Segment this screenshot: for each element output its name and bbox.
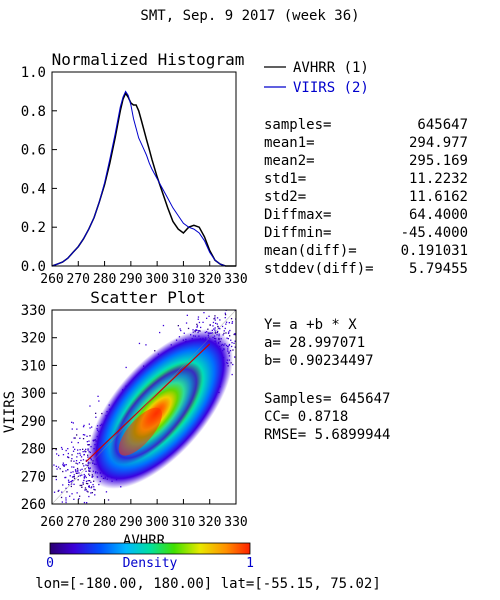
scatter-x-tick-label: 320: [198, 515, 221, 530]
scatter-ylabel: VIIRS: [2, 391, 18, 433]
histogram-x-tick-label: 280: [93, 272, 116, 287]
density-colorbar: 0 Density 1: [46, 542, 254, 571]
stat-key: mean(diff)=: [264, 243, 357, 259]
stat-value: 295.169: [409, 153, 468, 169]
scatter-y-tick-label: 280: [21, 442, 46, 458]
regression-rmse: RMSE= 5.6899944: [264, 427, 390, 443]
scatter-x-tick-label: 290: [119, 515, 142, 530]
stat-key: stddev(diff)=: [264, 261, 374, 277]
scatter-x-tick-label: 270: [67, 515, 90, 530]
stat-key: mean2=: [264, 153, 315, 169]
colorbar-label: Density: [123, 556, 178, 571]
histogram-chart: Normalized Histogram 260 270 280 290 300 310 3…: [21, 50, 248, 287]
legend-label-viirs: VIIRS (2): [293, 80, 369, 96]
histogram-series-avhrr: [51, 91, 236, 267]
regression-cc: CC= 0.8718: [264, 409, 348, 425]
histogram-frame: [51, 71, 237, 267]
histogram-x-tick-label: 260: [40, 272, 63, 287]
scatter-y-tick-label: 290: [21, 414, 46, 430]
histogram-x-tick-label: 270: [67, 272, 90, 287]
stat-key: samples=: [264, 117, 331, 133]
histogram-title: Normalized Histogram: [52, 50, 245, 69]
scatter-frame: [51, 309, 237, 505]
scatter-title: Scatter Plot: [90, 288, 206, 307]
histogram-y-tick-label: 0.2: [21, 220, 46, 236]
scatter-y-tick-label: 260: [21, 497, 46, 513]
histogram-x-tick-label: 300: [145, 272, 168, 287]
one-to-one-line: [52, 310, 236, 504]
scatter-y-tick-label: 300: [21, 386, 46, 402]
colorbar-max-label: 1: [246, 556, 254, 571]
stat-key: std1=: [264, 171, 306, 187]
histogram-y-tick-label: 1.0: [21, 65, 46, 81]
stat-value: 294.977: [409, 135, 468, 151]
histogram-x-tick-label: 290: [119, 272, 142, 287]
scatter-x-tick-label: 310: [172, 515, 195, 530]
page-title: SMT, Sep. 9 2017 (week 36): [140, 8, 359, 24]
stat-key: mean1=: [264, 135, 315, 151]
histogram-y-tick-label: 0.6: [21, 143, 46, 159]
histogram-y-tick-label: 0.4: [21, 181, 46, 197]
stat-key: std2=: [264, 189, 306, 205]
scatter-y-tick-label: 330: [21, 303, 46, 319]
scatter-x-tick-label: 330: [224, 515, 247, 530]
stat-value: 11.6162: [409, 189, 468, 205]
scatter-y-tick-label: 320: [21, 331, 46, 347]
histogram-legend: AVHRR (1) VIIRS (2): [264, 60, 369, 96]
scatter-x-tick-label: 300: [145, 515, 168, 530]
scatter-y-tick-label: 310: [21, 358, 46, 374]
legend-label-avhrr: AVHRR (1): [293, 60, 369, 76]
statistics-panel: samples= 645647 mean1= 294.977 mean2= 295.169…: [264, 117, 468, 277]
stat-value: 0.191031: [401, 243, 468, 259]
density-field: [52, 310, 236, 504]
stat-value: 11.2232: [409, 171, 468, 187]
scatter-x-tick-label: 260: [40, 515, 63, 530]
histogram-y-tick-label: 0.0: [21, 259, 46, 275]
stat-value: 5.79455: [409, 261, 468, 277]
scatter-chart: Scatter Plot 260 270 280 290 300 310 320 330 26…: [2, 288, 248, 549]
scatter-y-tick-label: 270: [21, 469, 46, 485]
density-core: [86, 329, 234, 489]
histogram-x-tick-label: 330: [224, 272, 247, 287]
stat-value: 645647: [417, 117, 468, 133]
footer-domain: lon=[-180.00, 180.00] lat=[-55.15, 75.02…: [35, 576, 381, 592]
colorbar-min-label: 0: [46, 556, 54, 571]
colorbar-gradient: [49, 542, 251, 555]
histogram-series-viirs: [51, 90, 236, 267]
stat-value: -45.4000: [401, 225, 468, 241]
scatter-x-tick-label: 280: [93, 515, 116, 530]
regression-a: a= 28.997071: [264, 335, 365, 351]
regression-panel: Y= a +b * X a= 28.997071 b= 0.90234497 S…: [264, 317, 390, 443]
stat-value: 64.4000: [409, 207, 468, 223]
histogram-x-tick-label: 320: [198, 272, 221, 287]
histogram-x-tick-label: 310: [172, 272, 195, 287]
stat-key: Diffmin=: [264, 225, 331, 241]
regression-samples: Samples= 645647: [264, 391, 390, 407]
regression-b: b= 0.90234497: [264, 353, 374, 369]
histogram-y-tick-label: 0.8: [21, 104, 46, 120]
stat-key: Diffmax=: [264, 207, 331, 223]
regression-equation: Y= a +b * X: [264, 317, 357, 333]
